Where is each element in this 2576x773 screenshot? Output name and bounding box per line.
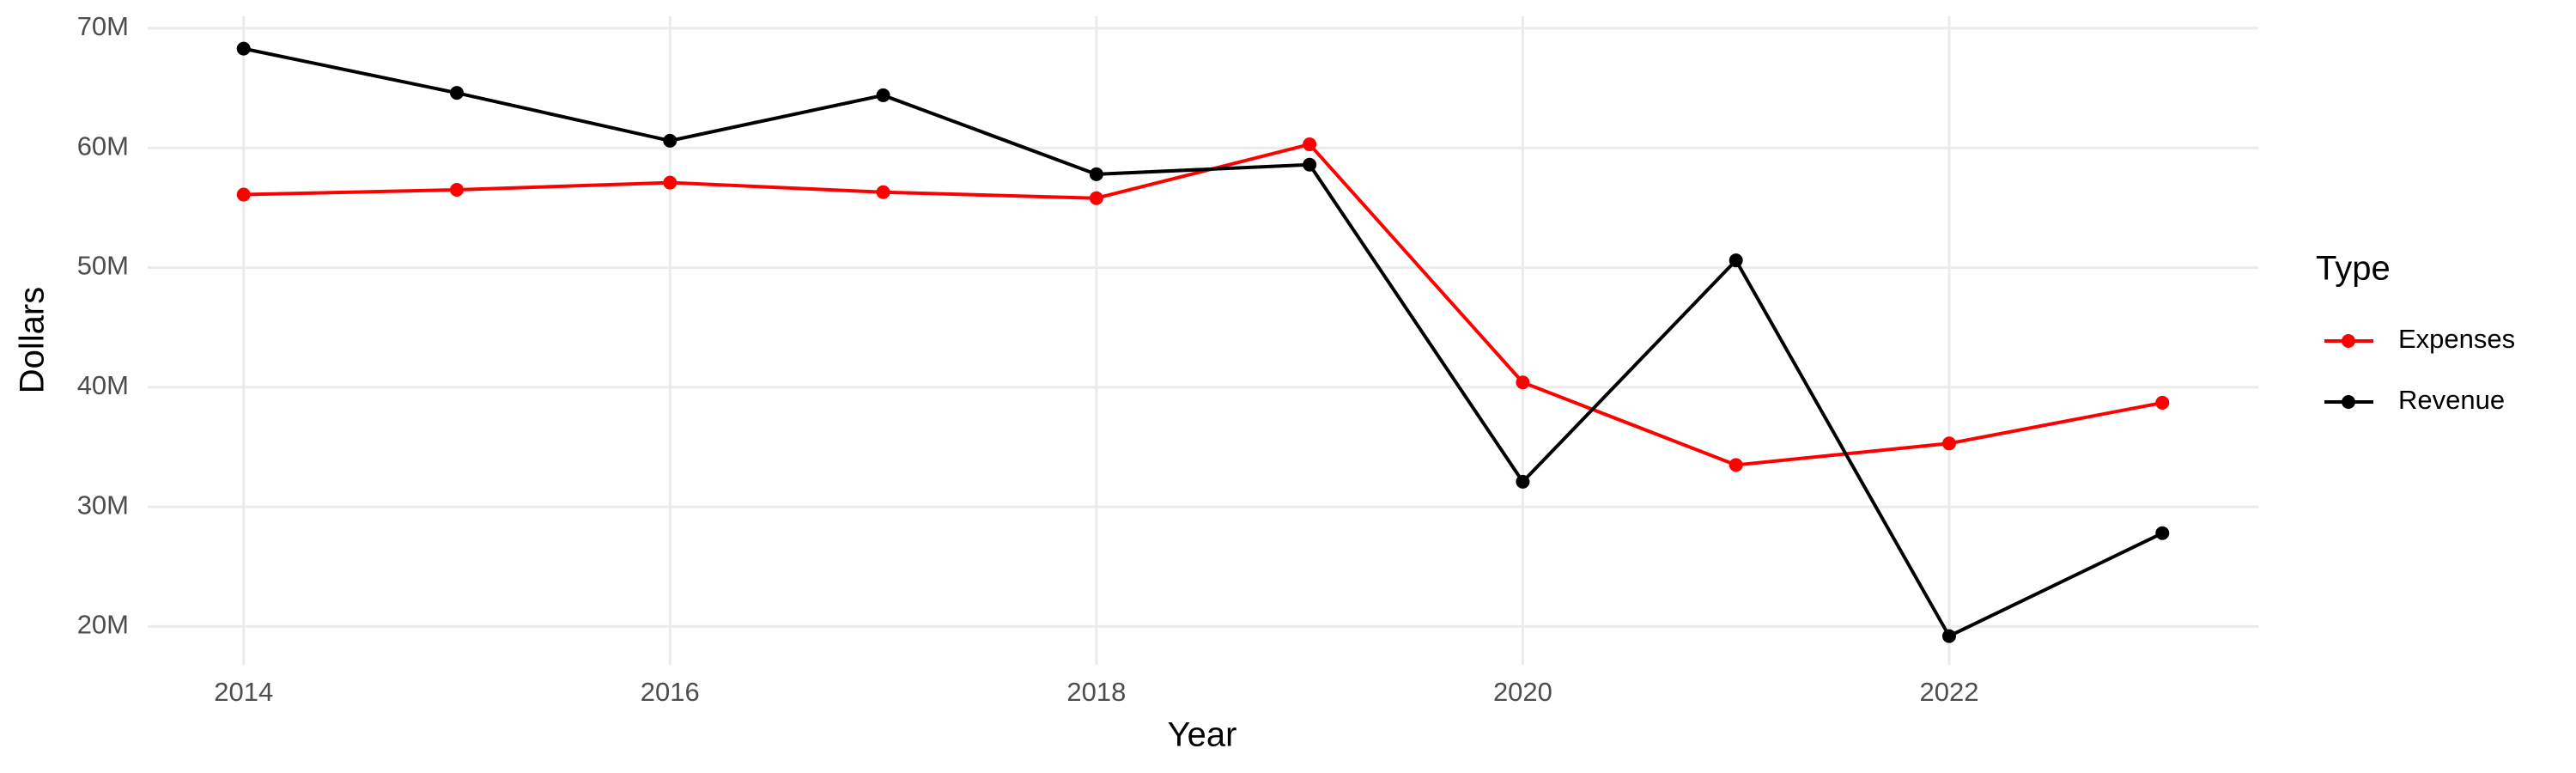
y-tick-label: 50M (77, 251, 129, 281)
legend-title: Type (2316, 250, 2391, 288)
data-point (1516, 474, 1530, 489)
data-point (1089, 167, 1103, 181)
legend-label: Expenses (2398, 324, 2515, 354)
data-point (1941, 436, 1956, 451)
data-point (876, 185, 890, 199)
legend-key-point (2342, 334, 2355, 348)
y-tick-label: 70M (77, 11, 129, 41)
data-point (2155, 526, 2170, 540)
data-point (1516, 375, 1530, 390)
data-point (2155, 395, 2170, 410)
data-point (876, 88, 890, 102)
y-tick-label: 40M (77, 370, 129, 400)
data-point (450, 182, 465, 197)
x-tick-label: 2014 (214, 677, 273, 707)
data-point (1728, 253, 1743, 268)
data-point (663, 175, 677, 190)
data-point (663, 133, 677, 148)
data-point (450, 86, 465, 100)
series-line (243, 143, 2163, 467)
series-line (243, 46, 2164, 638)
y-axis-title: Dollars (14, 287, 52, 393)
y-tick-label: 30M (77, 490, 129, 520)
legend-label: Revenue (2398, 385, 2505, 415)
data-point (1728, 458, 1743, 472)
y-tick-label: 20M (77, 610, 129, 640)
legend: Expenses Revenue (2324, 324, 2515, 415)
plot-area (236, 41, 2170, 643)
y-tick-label: 60M (77, 131, 129, 161)
data-point (236, 41, 251, 56)
data-point (1941, 629, 1956, 643)
data-point (1089, 191, 1103, 205)
x-axis-title: Year (1168, 716, 1237, 754)
x-tick-label: 2020 (1493, 677, 1552, 707)
data-point (236, 187, 251, 202)
x-tick-label: 2018 (1066, 677, 1126, 707)
x-tick-label: 2016 (641, 677, 700, 707)
grid (148, 16, 2258, 665)
data-point (1303, 137, 1317, 152)
legend-key-point (2342, 395, 2355, 409)
x-tick-label: 2022 (1920, 677, 1979, 707)
data-point (1303, 157, 1317, 172)
